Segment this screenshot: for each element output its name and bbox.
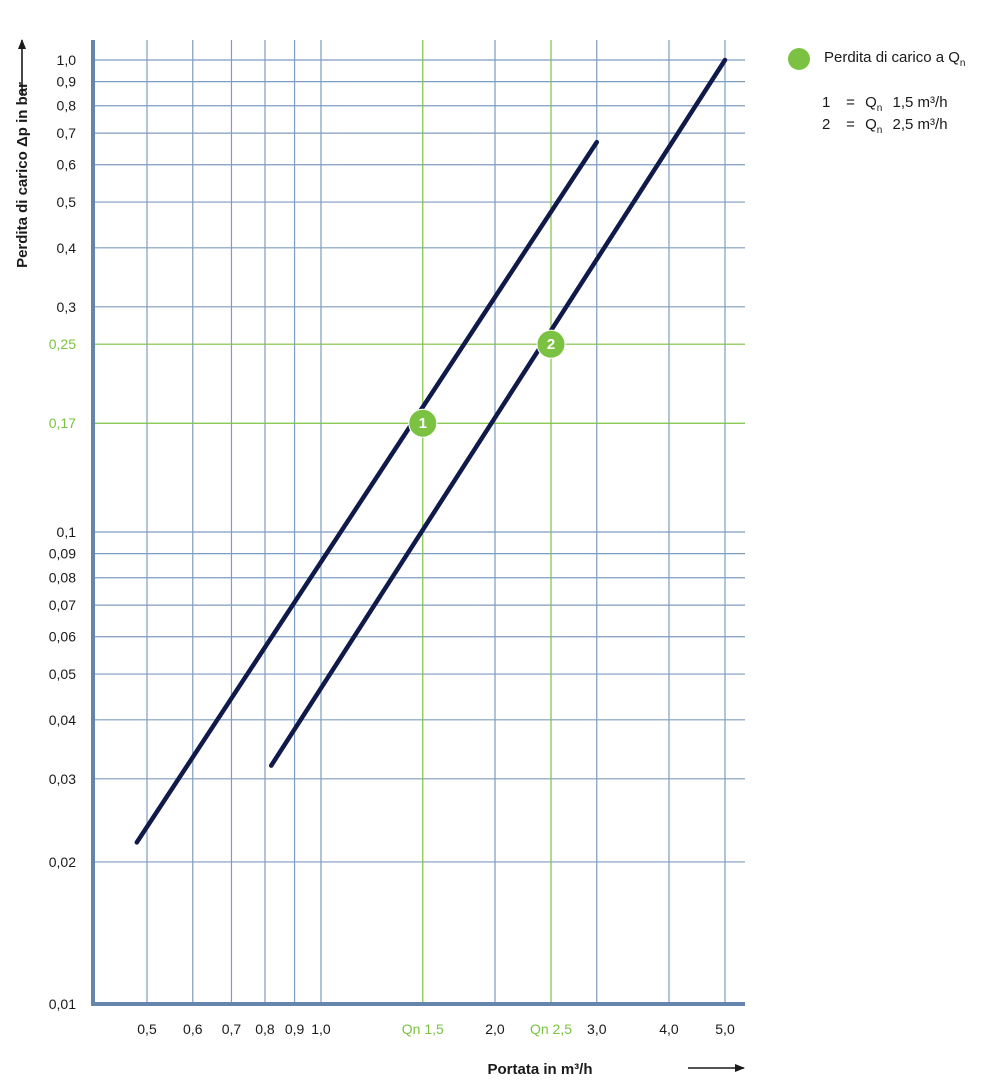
y-tick-label: 0,04 <box>49 712 76 728</box>
operating-point-marker <box>408 408 438 438</box>
tick-labels: 0,01 0,02 0,03 0,04 0,05 0,06 0,07 0,08 0,09 0,1 0… <box>49 52 735 1037</box>
legend-item-equals: = <box>846 116 855 133</box>
series-lines <box>134 57 728 845</box>
y-tick-label: 0,4 <box>57 240 77 256</box>
y-tick-label: 0,08 <box>49 570 76 586</box>
y-tick-label: 0,5 <box>57 194 77 210</box>
legend-title: Perdita di carico a Qn <box>824 49 965 69</box>
y-tick-label: 0,25 <box>49 336 76 352</box>
x-tick-label: 3,0 <box>587 1021 607 1037</box>
legend-item-subscript: n <box>876 103 883 114</box>
x-tick-label: 0,8 <box>255 1021 275 1037</box>
operating-point-marker <box>536 329 566 359</box>
legend: Perdita di carico a Qn 1 = Qn 1,5 m³/h 2… <box>788 48 998 136</box>
y-tick-label: 0,3 <box>57 299 77 315</box>
x-tick-label: 4,0 <box>659 1021 679 1037</box>
x-tick-label: Qn 1,5 <box>402 1021 444 1037</box>
y-tick-label: 0,1 <box>57 524 77 540</box>
x-tick-label: 2,0 <box>485 1021 505 1037</box>
x-tick-label: 0,5 <box>137 1021 157 1037</box>
legend-item-number: 1 <box>822 94 831 111</box>
legend-marker-icon <box>788 48 810 70</box>
x-tick-label: 1,0 <box>311 1021 331 1037</box>
legend-item: 2 = Qn 2,5 m³/h <box>822 114 998 136</box>
y-tick-label: 0,9 <box>57 74 77 90</box>
series-line-1 <box>134 139 600 845</box>
legend-item: 1 = Qn 1,5 m³/h <box>822 92 998 114</box>
y-tick-label: 0,07 <box>49 597 76 613</box>
y-tick-label: 1,0 <box>57 52 77 68</box>
x-tick-label: 5,0 <box>715 1021 735 1037</box>
y-tick-label: 0,09 <box>49 546 76 562</box>
x-tick-label: Qn 2,5 <box>530 1021 572 1037</box>
legend-items: 1 = Qn 1,5 m³/h 2 = Qn 2,5 m³/h <box>822 92 998 136</box>
grid <box>93 40 745 1004</box>
y-tick-label: 0,03 <box>49 771 76 787</box>
operating-point-label: 2 <box>547 336 555 353</box>
x-tick-label: 0,7 <box>222 1021 242 1037</box>
y-tick-label: 0,8 <box>57 98 77 114</box>
x-axis-title: Portata in m³/h <box>487 1061 592 1078</box>
legend-title-text: Perdita di carico a <box>824 49 945 66</box>
x-tick-label: 0,9 <box>285 1021 305 1037</box>
operating-point-label: 1 <box>419 415 427 432</box>
y-tick-label: 0,02 <box>49 854 76 870</box>
legend-item-symbol: Q <box>865 94 877 111</box>
y-tick-label: 0,06 <box>49 629 76 645</box>
y-tick-label: 0,01 <box>49 996 76 1012</box>
legend-header: Perdita di carico a Qn <box>788 48 998 70</box>
axes <box>91 40 745 1006</box>
legend-item-symbol: Q <box>865 116 877 133</box>
y-tick-label: 0,7 <box>57 125 77 141</box>
legend-item-subscript: n <box>876 125 883 136</box>
legend-item-value: 1,5 m³/h <box>892 94 948 111</box>
operating-points: 12 <box>408 329 566 438</box>
y-tick-label: 0,17 <box>49 415 76 431</box>
legend-title-subscript: n <box>959 58 966 69</box>
legend-item-value: 2,5 m³/h <box>892 116 948 133</box>
legend-title-symbol: Q <box>948 49 960 66</box>
y-tick-label: 0,6 <box>57 157 77 173</box>
series-line-2 <box>268 57 728 768</box>
legend-item-equals: = <box>846 94 855 111</box>
x-tick-label: 0,6 <box>183 1021 203 1037</box>
y-tick-label: 0,05 <box>49 666 76 682</box>
y-axis-title: Perdita di carico Δp in bar <box>14 82 31 268</box>
legend-item-number: 2 <box>822 116 831 133</box>
